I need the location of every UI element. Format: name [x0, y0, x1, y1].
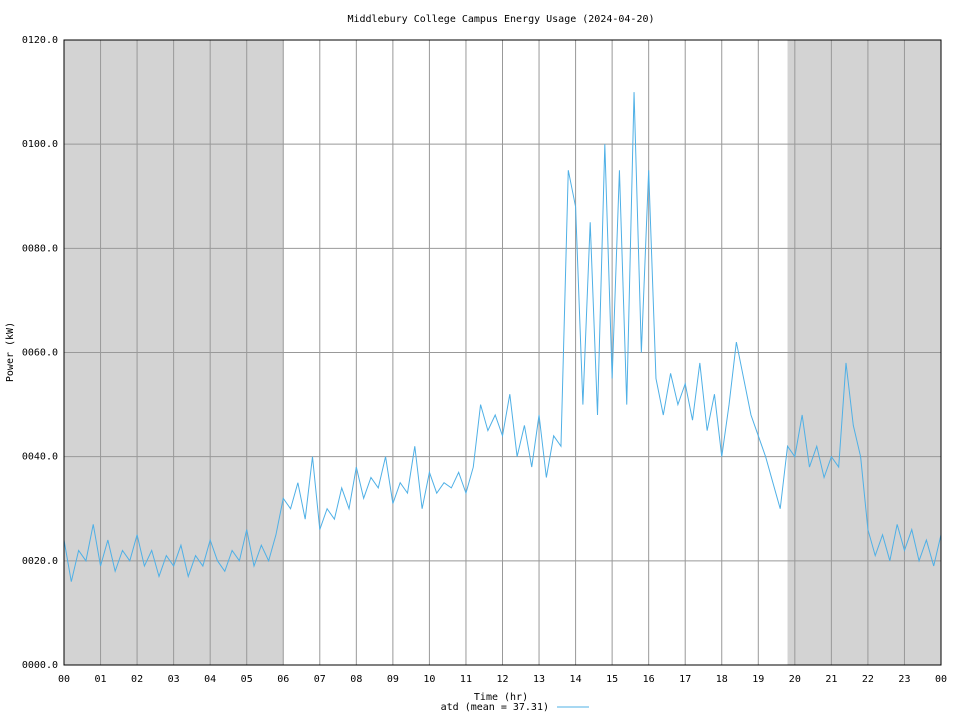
x-tick-label: 11	[460, 674, 472, 685]
y-tick-label: 0080.0	[22, 243, 58, 254]
chart-title: Middlebury College Campus Energy Usage (…	[347, 14, 654, 25]
x-tick-label: 06	[277, 674, 289, 685]
y-tick-label: 0000.0	[22, 660, 58, 671]
plot-frame	[63, 39, 942, 666]
y-tick-label: 0120.0	[22, 35, 58, 46]
x-tick-label: 08	[350, 674, 362, 685]
x-tick-label: 15	[606, 674, 618, 685]
x-tick-label: 17	[679, 674, 691, 685]
x-tick-label: 05	[241, 674, 253, 685]
y-tick-label: 0020.0	[22, 556, 58, 567]
y-axis-label: Power (kW)	[5, 322, 16, 382]
x-tick-label: 07	[314, 674, 326, 685]
y-tick-label: 0100.0	[22, 139, 58, 150]
x-axis-label: Time (hr)	[474, 692, 528, 703]
y-tick-label: 0060.0	[22, 348, 58, 359]
x-tick-label: 00	[935, 674, 947, 685]
x-tick-label: 12	[496, 674, 508, 685]
x-tick-label: 10	[423, 674, 435, 685]
x-tick-label: 14	[570, 674, 582, 685]
x-tick-label: 13	[533, 674, 545, 685]
legend-label: atd (mean = 37.31)	[441, 702, 549, 713]
x-tick-label: 16	[643, 674, 655, 685]
x-tick-label: 03	[168, 674, 180, 685]
x-tick-label: 04	[204, 674, 216, 685]
x-tick-label: 09	[387, 674, 399, 685]
x-tick-label: 20	[789, 674, 801, 685]
x-tick-label: 18	[716, 674, 728, 685]
x-tick-label: 22	[862, 674, 874, 685]
y-tick-label: 0040.0	[22, 452, 58, 463]
x-tick-label: 23	[898, 674, 910, 685]
data-line	[63, 92, 942, 582]
x-tick-label: 02	[131, 674, 143, 685]
x-tick-label: 19	[752, 674, 764, 685]
x-tick-label: 21	[825, 674, 837, 685]
x-tick-label: 01	[95, 674, 107, 685]
x-tick-label: 00	[58, 674, 70, 685]
